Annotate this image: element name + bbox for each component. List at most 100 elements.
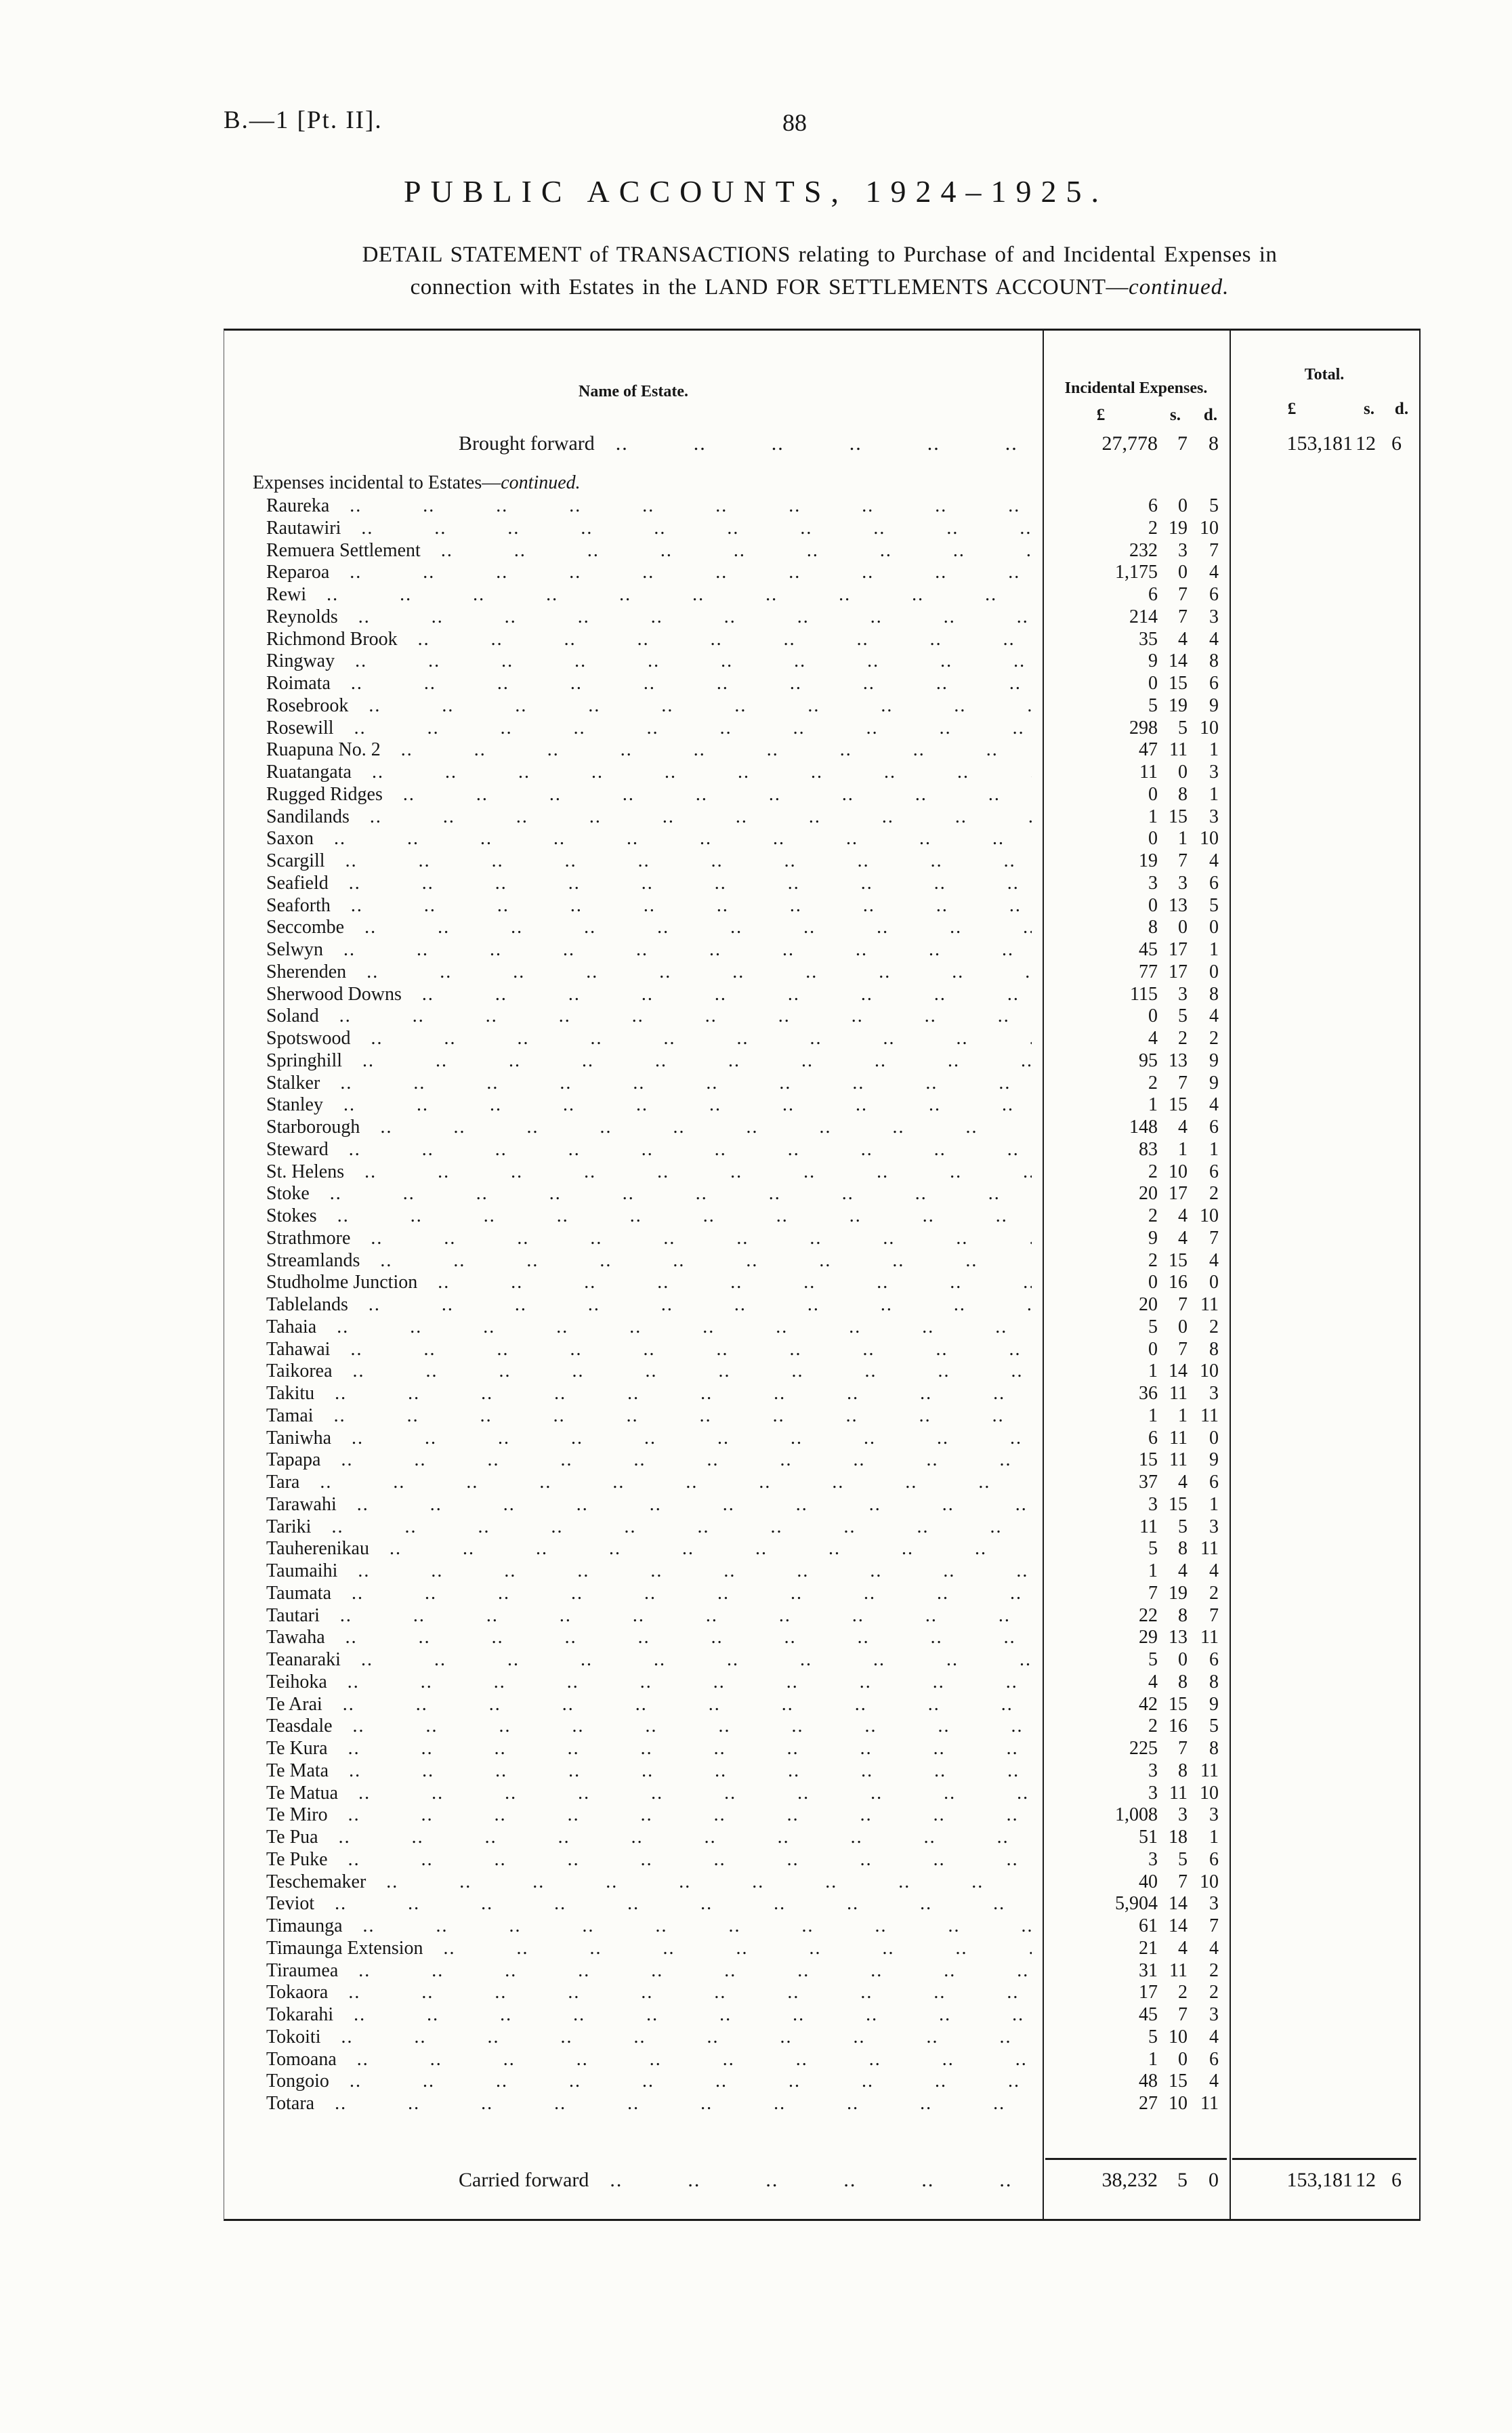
pounds-value: 115: [1130, 983, 1158, 1005]
estate-name-cell: Taumaihi .. .. .. .. .. .. .. .. .. .. .…: [224, 1560, 1043, 1583]
estate-name-cell: Te Kura .. .. .. .. .. .. .. .. .. .. ..…: [224, 1738, 1043, 1760]
dot-leader: .. .. .. .. .. .. .. .. .. .. .. .. .. .…: [337, 1316, 1032, 1337]
pounds-value: 1: [1148, 806, 1158, 827]
total-amount-cell: [1230, 1449, 1419, 1472]
incidental-amount-cell: 2 19 10: [1043, 518, 1230, 540]
estate-name-cell: Te Arai .. .. .. .. .. .. .. .. .. .. ..…: [224, 1694, 1043, 1716]
pounds-value: 38,232: [1101, 2169, 1158, 2191]
estate-name: Tokaora: [266, 1982, 329, 2003]
dot-leader: .. .. .. .. .. .. .. .. .. .. .. .. .. .…: [335, 1383, 1032, 1404]
shillings-value: 14: [1169, 1360, 1188, 1382]
table-row: Timaunga .. .. .. .. .. .. .. .. .. .. .…: [224, 1915, 1419, 1938]
estate-name: Te Mata: [266, 1760, 329, 1781]
dot-leader: .. .. .. .. .. .. .. .. .. .. .. .. .. .…: [362, 1049, 1032, 1071]
table-row: Stalker .. .. .. .. .. .. .. .. .. .. ..…: [224, 1073, 1419, 1095]
dot-leader: .. .. .. .. .. .. .. .. .. .. .. .. .. .…: [366, 961, 1032, 982]
estate-name: Ringway: [266, 650, 335, 672]
pence-value: 11: [1200, 1760, 1219, 1781]
table-row: Teasdale .. .. .. .. .. .. .. .. .. .. .…: [224, 1715, 1419, 1738]
table-row: Spotswood .. .. .. .. .. .. .. .. .. .. …: [224, 1028, 1419, 1050]
incidental-amount-cell: 20 7 11: [1043, 1294, 1230, 1316]
incidental-amount-cell: 5,904 14 3: [1043, 1893, 1230, 1915]
table-row: Rautawiri .. .. .. .. .. .. .. .. .. .. …: [224, 518, 1419, 540]
estate-name-cell: Sandilands .. .. .. .. .. .. .. .. .. ..…: [224, 806, 1043, 829]
dot-leader: .. .. .. .. .. .. .. .. .. .. .. .. .. .…: [352, 1427, 1032, 1449]
total-amount-cell: [1230, 1050, 1419, 1073]
dot-leader: .. .. .. .. .. .. .. .. .. .. .. .. .. .…: [369, 806, 1032, 827]
shillings-value: 14: [1169, 1893, 1188, 1915]
shillings-value: 13: [1169, 894, 1188, 916]
estate-name: Teasdale: [266, 1715, 333, 1737]
pounds-value: 1: [1148, 1560, 1158, 1581]
incidental-amount-cell: 232 3 7: [1043, 540, 1230, 562]
shillings-value: 8: [1178, 1671, 1188, 1692]
shillings-value: 0: [1178, 917, 1188, 938]
total-amount-cell: [1230, 939, 1419, 961]
dot-leader: .. .. .. .. .. .. .. .. .. .. .. .. .. .…: [371, 1227, 1032, 1249]
shillings-value: 15: [1169, 1693, 1188, 1715]
dot-leader: .. .. .. .. .. .. .. .. .. .. .. .. .. .…: [421, 983, 1032, 1005]
pounds-value: 2: [1148, 1249, 1158, 1271]
estate-name-cell: Taikorea .. .. .. .. .. .. .. .. .. .. .…: [224, 1360, 1043, 1383]
pence-value: 2: [1209, 1982, 1219, 2003]
estate-name-cell: Roimata .. .. .. .. .. .. .. .. .. .. ..…: [224, 673, 1043, 695]
shillings-value: 15: [1169, 673, 1188, 694]
shillings-value: 3: [1178, 1804, 1188, 1826]
incidental-amount-cell: 148 4 6: [1043, 1117, 1230, 1139]
estate-name-cell: Timaunga .. .. .. .. .. .. .. .. .. .. .…: [224, 1915, 1043, 1938]
pounds-value: 7: [1148, 1582, 1158, 1604]
page-title: PUBLIC ACCOUNTS, 1924–1925.: [404, 174, 1108, 209]
estate-name: Te Kura: [266, 1738, 328, 1759]
pounds-value: 0: [1148, 1272, 1158, 1293]
incidental-amount-cell: 6 11 0: [1043, 1428, 1230, 1450]
estate-name-cell: Teschemaker .. .. .. .. .. .. .. .. .. .…: [224, 1871, 1043, 1894]
dot-leader: .. .. .. .. .. .. .. .. .. .. .. .. .. .…: [350, 562, 1032, 583]
dot-leader: .. .. .. .. .. .. .. .. .. .. .. .. .. .…: [348, 1738, 1032, 1759]
shillings-value: 0: [1178, 2048, 1188, 2070]
total-amount-cell: [1230, 828, 1419, 850]
subtitle-line2: connection with Estates in the LAND FOR …: [410, 275, 1129, 299]
estate-name: Soland: [266, 1005, 319, 1027]
dot-leader: .. .. .. .. .. .. .. .. .. .. .. .. .. .…: [338, 1827, 1032, 1848]
incidental-amount-cell: 5 19 9: [1043, 695, 1230, 718]
pounds-value: 0: [1148, 1338, 1158, 1360]
estate-name-cell: Remuera Settlement .. .. .. .. .. .. .. …: [224, 540, 1043, 562]
estate-name-cell: Rosebrook .. .. .. .. .. .. .. .. .. .. …: [224, 695, 1043, 718]
pence-value: 7: [1209, 539, 1219, 561]
table-row: Rewi .. .. .. .. .. .. .. .. .. .. .. ..…: [224, 584, 1419, 606]
dot-leader: .. .. .. .. .. .. .. .. .. .. .. .. .. .…: [356, 1493, 1032, 1515]
dot-leader: .. .. .. .. .. .. .. .. .. .. .. .. .. .…: [364, 1161, 1032, 1182]
table-row: Ringway .. .. .. .. .. .. .. .. .. .. ..…: [224, 650, 1419, 673]
incidental-amount-cell: 3 11 10: [1043, 1783, 1230, 1805]
pence-value: 11: [1200, 1294, 1219, 1315]
shillings-value: 11: [1169, 1959, 1188, 1981]
total-amount-cell: [1230, 1073, 1419, 1095]
pence-value: 10: [1200, 1360, 1219, 1382]
shillings-value: 17: [1169, 961, 1188, 982]
shillings-value: 7: [1178, 1871, 1188, 1892]
total-amount-cell: [1230, 1205, 1419, 1228]
shillings-value: 15: [1169, 1249, 1188, 1271]
table-row: Sherenden .. .. .. .. .. .. .. .. .. .. …: [224, 961, 1419, 984]
table-row: Teschemaker .. .. .. .. .. .. .. .. .. .…: [224, 1871, 1419, 1894]
estate-name-cell: Streamlands .. .. .. .. .. .. .. .. .. .…: [224, 1250, 1043, 1272]
pounds-value: 37: [1139, 1472, 1158, 1493]
table-row: Tara .. .. .. .. .. .. .. .. .. .. .. ..…: [224, 1472, 1419, 1494]
estate-name: Stalker: [266, 1072, 320, 1094]
incidental-amount-cell: 3 15 1: [1043, 1494, 1230, 1516]
pence-value: 3: [1209, 1516, 1219, 1537]
estate-name-cell: Spotswood .. .. .. .. .. .. .. .. .. .. …: [224, 1028, 1043, 1050]
pence-value: 8: [1209, 650, 1219, 672]
pence-value: 6: [1209, 1161, 1219, 1182]
shillings-value: 1: [1178, 1405, 1188, 1426]
estate-name: Raureka: [266, 495, 330, 516]
total-amount-cell: [1230, 1272, 1419, 1294]
incidental-amount-cell: 40 7 10: [1043, 1871, 1230, 1894]
shillings-value: 5: [1178, 1516, 1188, 1537]
pence-value: 0: [1209, 917, 1219, 938]
dot-leader: .. .. .. .. .. .. .. .. .. .. .. .. .. .…: [610, 2169, 1032, 2191]
dot-leader: .. .. .. .. .. .. .. .. .. .. .. .. .. .…: [356, 2048, 1032, 2070]
